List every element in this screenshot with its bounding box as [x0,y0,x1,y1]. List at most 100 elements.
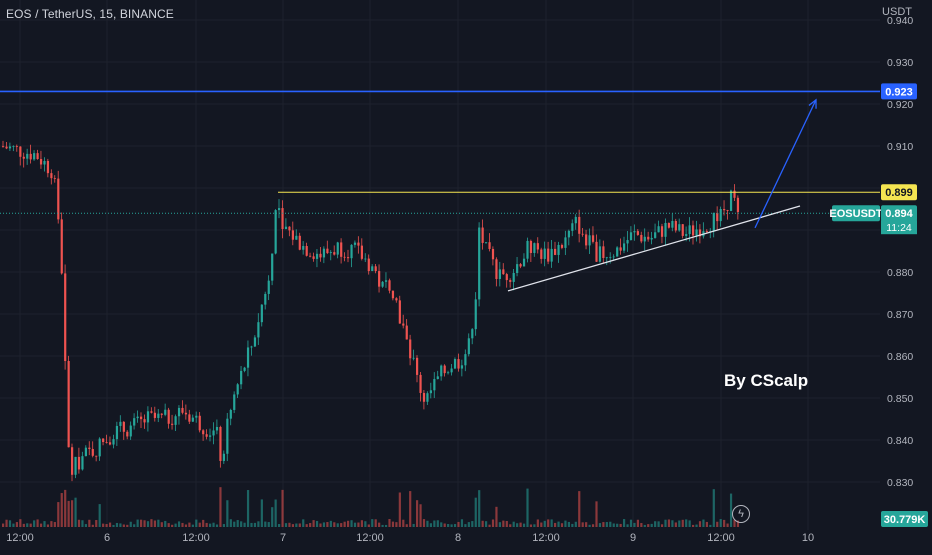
volume-bar [184,524,188,527]
volume-bar [67,500,70,527]
time-tick-label: 12:00 [707,532,735,544]
volume-bar [578,491,581,527]
candle-body [298,235,301,250]
volume-bar [371,519,374,527]
volume-bar [298,523,301,527]
candle-body [60,219,63,274]
candle-body [412,357,415,359]
candle-body [15,146,18,147]
candle-body [395,298,398,301]
volume-bar [474,497,477,527]
price-tick-label: 0.850 [887,393,913,405]
volume-bar [629,519,633,527]
volume-bar [550,519,553,527]
volume-bar [53,522,56,527]
volume-bar [560,523,564,527]
volume-bar [209,523,212,527]
volume-bar [698,521,702,527]
volume-bar [495,506,498,527]
time-tick-label: 9 [630,532,636,544]
volume-bar [302,519,305,527]
candle-body [540,249,543,259]
candle-body [381,281,384,287]
candle-body [602,246,605,258]
candle-body [374,266,377,272]
volume-bar [36,519,39,527]
grid-layer [0,0,880,530]
volume-bar [46,524,50,527]
candle-body [474,299,477,330]
candle-body [191,417,194,422]
candle-body [481,227,484,243]
volume-bar [215,524,219,527]
candle-body [357,242,360,246]
candle-body [26,153,29,159]
candle-body [146,411,150,423]
volume-bar [491,519,495,527]
drawing-layer [0,90,880,292]
volume-bar [229,519,232,527]
candle-body [253,337,257,347]
volume-bar [647,524,650,527]
candle-body [229,409,232,419]
candle-body [12,146,15,147]
candle-body [571,223,574,231]
candle-body [129,425,132,437]
volume-bar [540,522,543,527]
price-tick-label: 0.870 [887,309,913,321]
lightning-icon[interactable]: ϟ [732,505,750,523]
volume-bar [150,519,153,527]
candle-body [181,407,184,413]
volume-bar [336,523,339,527]
currency-label[interactable]: USDT [882,6,912,18]
volume-bar [81,520,84,527]
volume-bar [105,524,108,527]
volume-bar [478,490,481,527]
volume-bar [716,521,719,527]
candle-body [243,367,246,371]
candle-body [333,252,336,255]
candle-body [626,240,629,244]
candle-body [485,242,488,244]
volume-bar [22,523,25,527]
candle-body [257,322,260,338]
volume-bar [623,519,626,527]
candle-body [188,414,191,422]
candle-body [595,241,598,262]
volume-bar [174,523,177,527]
candle-body [39,159,43,165]
volume-bar [471,521,474,527]
volume-bar [526,488,529,527]
volume-bar [195,519,198,527]
symbol-title[interactable]: EOS / TetherUS, 15, BINANCE [6,7,174,21]
candle-body [77,456,81,470]
candle-body [471,329,474,339]
candle-body [450,368,453,373]
candle-body [302,246,305,250]
volume-bar [133,524,136,527]
price-tick-label: 0.830 [887,477,913,489]
candle-body [660,226,664,237]
volume-bar [84,524,87,527]
volume-bar [736,520,740,527]
volume-bar [143,520,146,527]
volume-bar [412,523,415,527]
candle-body [519,264,522,267]
volume-bar [405,524,408,527]
volume-bar [516,523,519,527]
candle-body [353,242,357,245]
volume-bar [636,519,639,527]
candle-body [329,252,332,254]
volume-bar [419,504,422,527]
volume-bar [574,521,577,527]
candle-body [695,229,698,236]
candle-body [177,407,181,417]
candle-body [143,419,146,423]
volume-value-label: 30.779K [884,514,926,526]
candle-body [50,173,53,179]
volume-bar [26,523,29,527]
candle-body [681,224,684,236]
time-axis[interactable]: 12:00 6 12:00 7 12:00 8 12:00 9 12:00 10 [6,532,814,544]
